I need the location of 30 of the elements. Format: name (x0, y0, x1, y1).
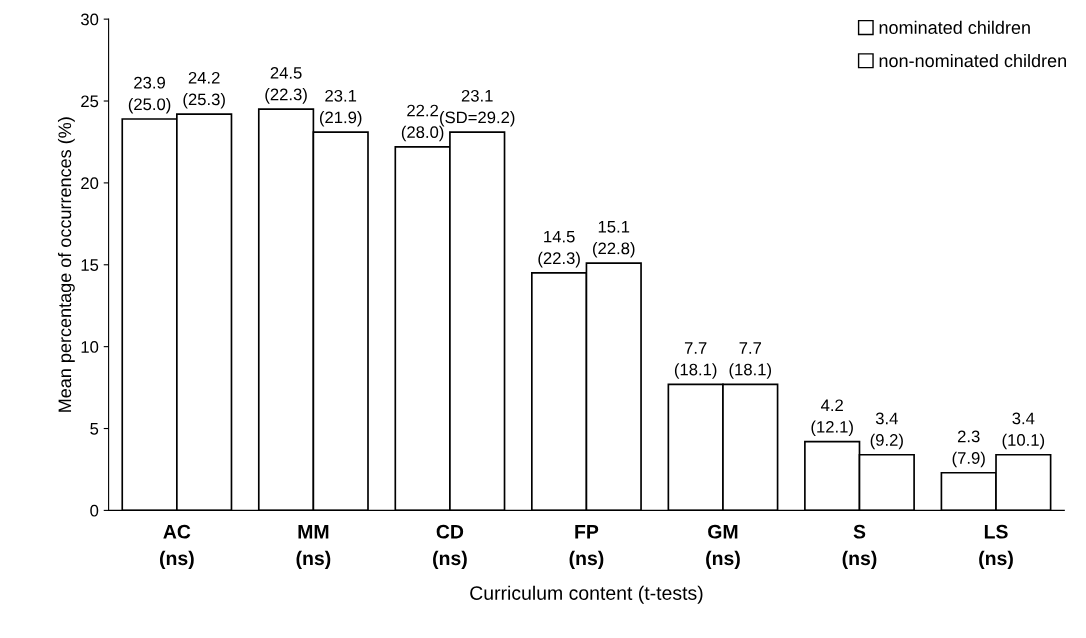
y-tick-label: 20 (81, 177, 99, 190)
y-tick-label: 30 (80, 13, 99, 26)
legend-label: nominated children (879, 20, 1030, 35)
x-tick-label: CD (ns) (433, 524, 467, 569)
x-axis-title: Curriculum content (t-tests) (470, 585, 703, 604)
y-tick-label: 10 (81, 341, 99, 353)
data-label: 3.4 (9.2) (870, 412, 903, 450)
data-label: 14.5 (22.3) (538, 230, 580, 268)
y-axis-title: Mean percentage of occurrences (%) (57, 117, 75, 412)
y-tick-label: 5 (90, 423, 99, 435)
data-label: 7.7 (18.1) (674, 342, 717, 379)
data-label: 3.4 (10.1) (1002, 412, 1045, 450)
data-label: 24.2 (25.3) (183, 71, 225, 109)
y-tick-label: 0 (90, 504, 99, 517)
x-tick-label: GM (ns) (706, 524, 740, 569)
x-tick-label: FP (ns) (569, 525, 604, 569)
data-label: 15.1 (22.8) (593, 221, 635, 258)
y-tick-label: 25 (81, 95, 99, 108)
x-tick-label: AC (ns) (160, 524, 194, 569)
data-label: 24.5 (22.3) (265, 66, 307, 104)
data-label: 23.1 (21.9) (319, 89, 362, 127)
data-label: 23.9 (25.0) (128, 76, 171, 114)
x-tick-label: S (ns) (842, 524, 877, 569)
legend-label: non-nominated children (879, 53, 1066, 68)
x-tick-label: LS (ns) (979, 524, 1013, 569)
y-tick-label: 15 (81, 259, 99, 271)
data-label: 2.3 (7.9) (952, 430, 985, 468)
data-label: 4.2 (12.1) (811, 399, 853, 437)
x-tick-label: MM (ns) (296, 525, 331, 569)
data-label: 7.7 (18.1) (729, 342, 772, 379)
